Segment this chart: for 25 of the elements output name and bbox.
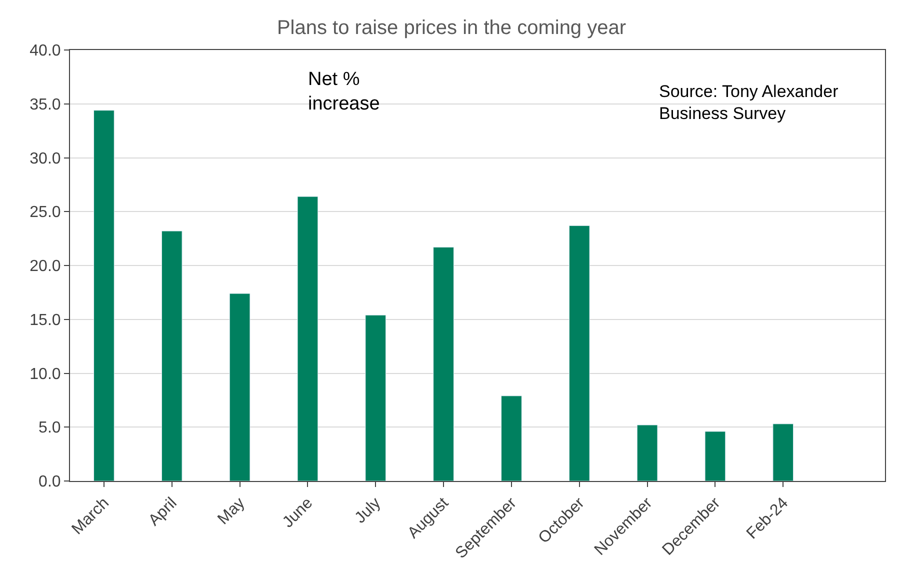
- bar: [772, 424, 794, 481]
- bar: [704, 431, 726, 481]
- chart-title: Plans to raise prices in the coming year: [276, 17, 626, 40]
- bar: [501, 396, 522, 481]
- bar: [229, 293, 250, 481]
- x-tick-label: July: [352, 494, 384, 527]
- x-tick-label: May: [214, 494, 248, 528]
- y-tick-label: 25.0: [30, 204, 61, 222]
- y-tick-label: 15.0: [30, 312, 61, 329]
- y-tick-label: 30.0: [30, 150, 61, 168]
- y-tick-label: 35.0: [30, 96, 61, 114]
- bar: [297, 196, 318, 481]
- annotation: Net % increase: [308, 69, 380, 115]
- y-tick-label: 5.0: [38, 420, 61, 437]
- bar: [94, 110, 114, 481]
- y-tick-label: 10.0: [30, 366, 61, 383]
- bar: [365, 314, 386, 481]
- bar: [433, 246, 454, 481]
- bar: [161, 230, 182, 481]
- y-tick-label: 40.0: [30, 42, 61, 60]
- bar: [636, 424, 658, 481]
- annotation: Source: Tony Alexander Business Survey: [659, 82, 839, 124]
- y-tick-label: 0.0: [38, 474, 61, 491]
- bar: [568, 225, 590, 481]
- y-tick-label: 20.0: [30, 258, 61, 276]
